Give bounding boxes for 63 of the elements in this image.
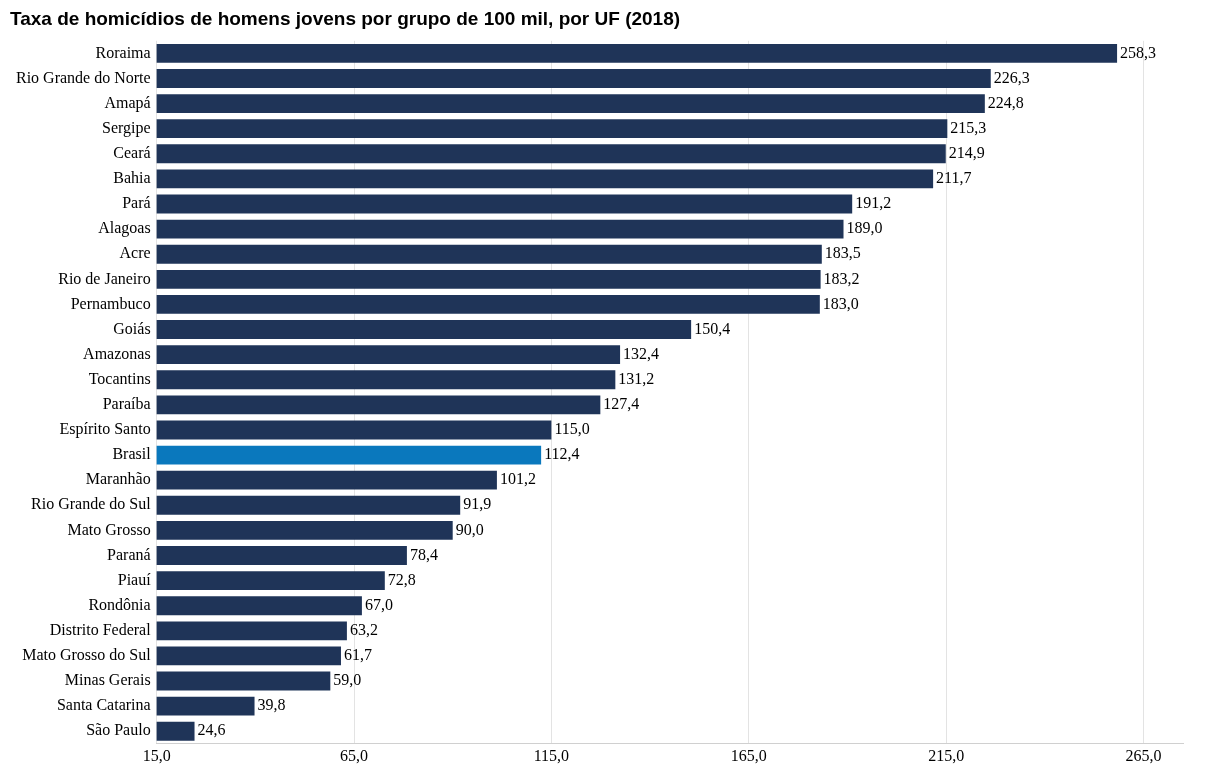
data-label: 183,5: [824, 244, 861, 262]
data-label: 112,4: [544, 445, 580, 463]
y-tick-label: Pernambuco: [70, 294, 151, 312]
data-label: 214,9: [948, 143, 985, 161]
y-tick-label: Amazonas: [83, 344, 151, 362]
data-label: 91,9: [463, 495, 492, 513]
y-tick-label: Paraná: [107, 545, 151, 563]
data-label: 127,4: [603, 395, 640, 413]
data-label: 78,4: [409, 545, 438, 563]
x-tick-label: 65,0: [340, 746, 369, 764]
data-label: 189,0: [846, 219, 883, 237]
y-tick-label: Santa Catarina: [56, 696, 151, 714]
y-tick-label: Rondônia: [88, 595, 151, 613]
data-label: 215,3: [950, 118, 987, 136]
data-label: 67,0: [364, 595, 393, 613]
data-label: 226,3: [993, 68, 1030, 86]
y-tick-label: Mato Grosso do Sul: [22, 646, 152, 664]
data-label: 211,7: [936, 169, 972, 187]
y-tick-label: Rio de Janeiro: [58, 269, 151, 287]
y-tick-label: São Paulo: [86, 721, 151, 739]
data-label: 24,6: [197, 721, 226, 739]
y-tick-label: Amapá: [104, 93, 151, 112]
y-tick-label: Bahia: [113, 169, 151, 187]
data-label: 90,0: [455, 520, 484, 538]
x-tick-label: 215,0: [928, 746, 965, 764]
x-tick-label: 15,0: [142, 746, 171, 764]
data-label: 258,3: [1120, 43, 1157, 61]
y-tick-label: Minas Gerais: [64, 671, 151, 689]
data-label: 72,8: [387, 570, 416, 588]
data-label: 115,0: [554, 420, 590, 438]
y-tick-label: Pará: [122, 194, 151, 212]
x-tick-label: 165,0: [730, 746, 767, 764]
y-tick-label: Alagoas: [98, 219, 151, 238]
y-tick-label: Ceará: [113, 143, 151, 161]
y-tick-label: Mato Grosso: [67, 520, 151, 538]
data-label: 101,2: [499, 470, 536, 488]
y-tick-label: Piauí: [117, 570, 152, 588]
data-label: 132,4: [623, 344, 660, 362]
y-tick-label: Paraíba: [102, 395, 151, 413]
data-label: 59,0: [333, 671, 362, 689]
y-tick-label: Acre: [119, 244, 151, 262]
y-tick-label: Sergipe: [102, 118, 151, 137]
y-tick-label: Espírito Santo: [59, 420, 151, 439]
data-label: 131,2: [618, 369, 655, 387]
data-label: 224,8: [987, 93, 1024, 111]
chart-title: Taxa de homicídios de homens jovens por grupo de 100 mil, por UF (2018): [10, 7, 681, 29]
y-tick-label: Rio Grande do Norte: [15, 68, 151, 86]
data-label: 183,0: [822, 294, 859, 312]
y-tick-label: Roraima: [95, 43, 151, 61]
data-label: 39,8: [257, 696, 286, 714]
y-tick-label: Distrito Federal: [49, 621, 152, 639]
data-label: 63,2: [349, 621, 378, 639]
y-tick-label: Maranhão: [85, 470, 151, 488]
data-label: 191,2: [855, 194, 892, 212]
y-tick-label: Rio Grande do Sul: [31, 495, 152, 513]
data-label: 150,4: [694, 319, 731, 337]
x-tick-label: 115,0: [533, 746, 570, 764]
data-label: 61,7: [343, 646, 372, 664]
x-tick-label: 265,0: [1125, 746, 1162, 764]
y-tick-label: Brasil: [112, 445, 152, 463]
y-tick-label: Goiás: [113, 319, 151, 337]
data-label: 183,2: [823, 269, 860, 287]
y-tick-label: Tocantins: [88, 369, 151, 387]
